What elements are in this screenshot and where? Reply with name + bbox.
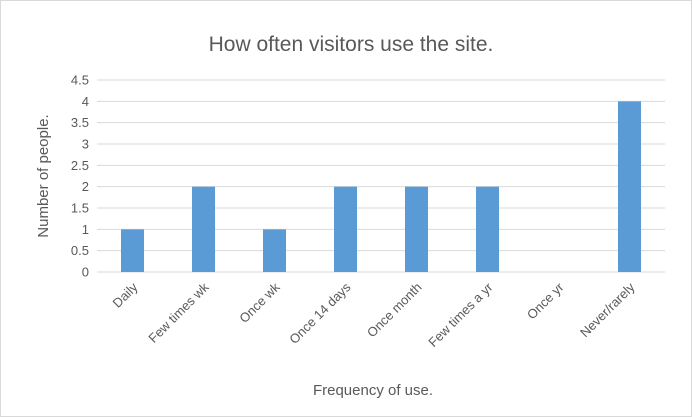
x-axis-label: Frequency of use. (313, 382, 433, 399)
x-tick-label: Once yr (524, 279, 567, 322)
y-tick-label: 4.5 (71, 73, 89, 88)
x-tick-label: Once 14 days (286, 279, 354, 347)
bar (405, 186, 428, 272)
y-tick-label: 1.5 (71, 201, 89, 216)
bar (618, 101, 641, 272)
x-tick-label: Few times a yr (425, 279, 496, 350)
bar (334, 186, 357, 272)
x-tick-label: Few times wk (145, 279, 212, 346)
y-tick-label: 2 (82, 179, 89, 194)
bar (121, 229, 144, 272)
x-tick-label: Once wk (236, 279, 283, 326)
y-tick-label: 2.5 (71, 158, 89, 173)
gridlines (97, 79, 665, 273)
x-tick-label: Once month (364, 280, 425, 341)
y-tick-label: 4 (82, 94, 89, 109)
y-tick-label: 0.5 (71, 243, 89, 258)
y-tick-label: 0 (82, 265, 89, 280)
y-axis-label: Number of people. (35, 114, 52, 237)
bar (263, 229, 286, 272)
y-tick-label: 3 (82, 137, 89, 152)
chart-title: How often visitors use the site. (209, 33, 494, 56)
bar (192, 186, 215, 272)
y-tick-label: 1 (82, 222, 89, 237)
y-tick-labels: 0 0.5 1 1.5 2 2.5 3 3.5 4 4.5 (71, 73, 89, 280)
bars (121, 101, 641, 272)
bar (476, 186, 499, 272)
y-tick-label: 3.5 (71, 115, 89, 130)
x-tick-label: Never/rarely (577, 279, 638, 340)
x-tick-label: Daily (110, 279, 141, 310)
x-tick-labels: Daily Few times wk Once wk Once 14 days Once… (110, 279, 638, 350)
